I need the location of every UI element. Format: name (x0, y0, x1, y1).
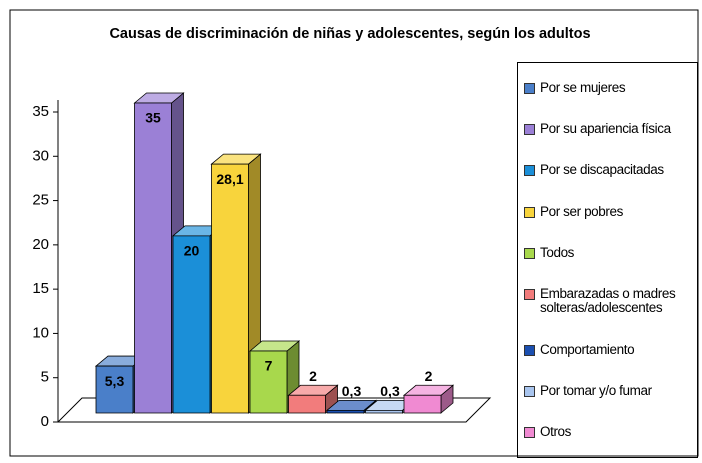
legend-item: Todos (524, 244, 697, 260)
legend-label: Otros (540, 424, 572, 440)
legend-item: Por tomar y/o fumar (524, 382, 697, 398)
legend-swatch (524, 123, 535, 135)
value-label: 2 (425, 368, 433, 384)
legend-label: Por tomar y/o fumar (540, 382, 652, 398)
bar-face (365, 409, 403, 414)
legend-swatch (524, 385, 535, 397)
legend-item: Por ser pobres (524, 203, 697, 219)
legend-item: Embarazadas o madres solteras/adolescent… (524, 287, 697, 315)
legend-swatch (524, 165, 535, 177)
legend-label: Por se mujeres (540, 79, 626, 95)
legend: Por se mujeres Por su apariencia física Po… (517, 62, 698, 458)
bar-face (134, 102, 172, 414)
legend-label: Por ser pobres (540, 203, 623, 219)
legend-label: Por se discapacitadas (540, 162, 664, 178)
legend-item: Por su apariencia física (524, 120, 697, 136)
value-label: 5,3 (105, 373, 125, 389)
legend-swatch (524, 247, 535, 259)
y-tick-label: 20 (32, 236, 49, 253)
value-label: 0,3 (380, 383, 400, 399)
legend-item: Otros (524, 425, 697, 439)
chart-title: Causas de discriminación de niñas y adol… (109, 26, 590, 42)
legend-label: Comportamiento (540, 341, 635, 357)
y-tick-label: 15 (32, 280, 49, 297)
y-tick-label: 30 (32, 147, 49, 164)
value-label: 20 (184, 243, 200, 259)
bar-face (326, 409, 365, 414)
bar (287, 384, 339, 414)
y-tick-label: 25 (32, 192, 49, 209)
legend-swatch (524, 206, 535, 218)
legend-swatch (524, 289, 535, 301)
value-label: 0,3 (342, 383, 362, 399)
legend-label: Por su apariencia física (540, 120, 671, 136)
bar-face (288, 394, 326, 414)
value-label: 35 (145, 110, 161, 126)
value-label: 7 (265, 358, 273, 374)
bar-face (403, 394, 442, 414)
bar (402, 384, 455, 414)
legend-label: Todos (540, 244, 575, 260)
y-tick-label: 0 (41, 413, 49, 430)
bar-face (95, 365, 134, 414)
y-tick-label: 10 (32, 324, 49, 341)
legend-swatch (524, 427, 535, 439)
bar-face (172, 235, 211, 414)
legend-item: Por se mujeres (524, 79, 697, 95)
value-label: 2 (309, 368, 317, 384)
legend-label: Embarazadas o madres solteras/adolescent… (540, 286, 676, 316)
legend-swatch (524, 82, 535, 94)
value-label: 28,1 (216, 171, 243, 187)
y-tick-label: 5 (41, 369, 49, 386)
legend-swatch (524, 344, 535, 356)
bar-face (249, 350, 288, 414)
y-tick-label: 35 (32, 103, 49, 120)
bar-face (211, 163, 249, 414)
legend-item: Por se discapacitadas (524, 163, 697, 177)
legend-item: Comportamiento (524, 341, 697, 357)
